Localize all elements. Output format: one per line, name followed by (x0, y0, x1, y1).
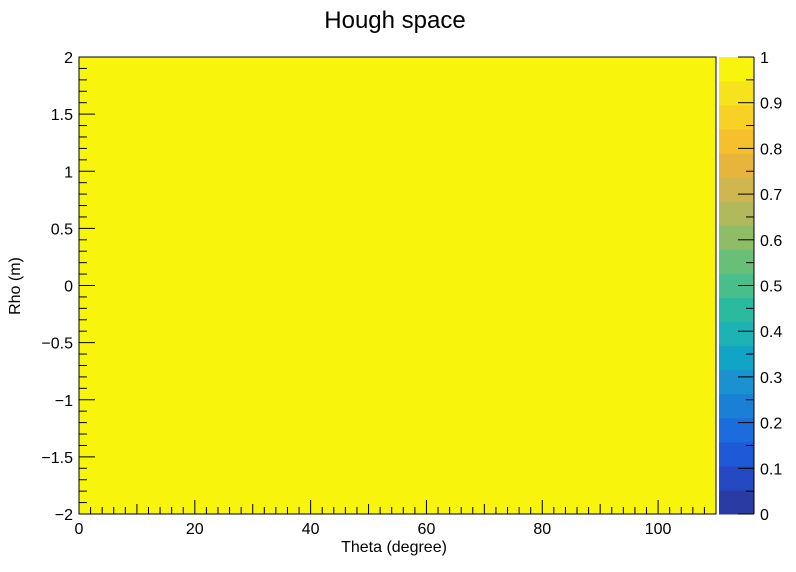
heatmap-cell (79, 57, 716, 514)
color-bar-band (719, 345, 754, 371)
y-tick-label: −1 (55, 393, 73, 410)
color-bar-band (719, 249, 754, 274)
y-tick-label: 0.5 (51, 221, 73, 238)
y-tick-label: 0 (64, 279, 73, 296)
plot-area (78, 56, 717, 515)
color-bar-tick-label: 1 (760, 50, 769, 67)
color-bar-tick-label: 0.5 (760, 279, 782, 296)
x-tick-label: 40 (302, 521, 320, 538)
color-bar-tick-label: 0.1 (760, 461, 782, 478)
x-tick-label: 80 (533, 521, 551, 538)
x-tick-label: 0 (75, 521, 84, 538)
color-bar: 0 0.1 0.2 0.3 0.4 0.5 0.6 0.7 0.8 0.9 1 (719, 50, 782, 524)
color-bar-band (719, 81, 754, 106)
color-bar-band (719, 465, 754, 491)
color-bar-band (719, 177, 754, 202)
y-tick-label: −2 (55, 507, 73, 524)
y-tick-label: 1 (64, 164, 73, 181)
color-bar-band (719, 225, 754, 250)
color-bar-band (719, 417, 754, 443)
x-axis-label: Theta (degree) (341, 539, 447, 556)
color-bar-tick-label: 0.4 (760, 324, 782, 341)
color-bar-tick-label: 0.7 (760, 187, 782, 204)
color-bar-band (719, 369, 754, 395)
color-bar-tick-label: 0.8 (760, 141, 782, 158)
color-bar-tick-label: 0.2 (760, 416, 782, 433)
color-bar-band (719, 57, 754, 82)
color-bar-band (719, 489, 754, 515)
color-bar-band (719, 321, 754, 347)
x-tick-label: 60 (418, 521, 436, 538)
y-tick-label: 1.5 (51, 107, 73, 124)
y-tick-label: −1.5 (41, 450, 73, 467)
y-tick-label: −0.5 (41, 336, 73, 353)
color-bar-tick-label: 0.9 (760, 96, 782, 113)
color-bar-band (719, 201, 754, 226)
x-axis: 0 20 40 60 80 100 (75, 500, 717, 538)
color-bar-tick-label: 0.6 (760, 233, 782, 250)
color-bar-band (719, 393, 754, 419)
color-bar-tick-label: 0.3 (760, 370, 782, 387)
y-axis: −2 −1.5 −1 −0.5 0 0.5 1 1.5 2 (41, 50, 95, 524)
color-bar-band (719, 129, 754, 154)
chart-title: Hough space (324, 7, 465, 34)
y-tick-label: 2 (64, 50, 73, 67)
color-bar-band (719, 297, 754, 323)
y-axis-label: Rho (m) (7, 257, 24, 315)
x-tick-label: 100 (645, 521, 672, 538)
color-bar-tick-label: 0 (760, 507, 769, 524)
x-tick-label: 20 (186, 521, 204, 538)
color-bar-band (719, 153, 754, 178)
